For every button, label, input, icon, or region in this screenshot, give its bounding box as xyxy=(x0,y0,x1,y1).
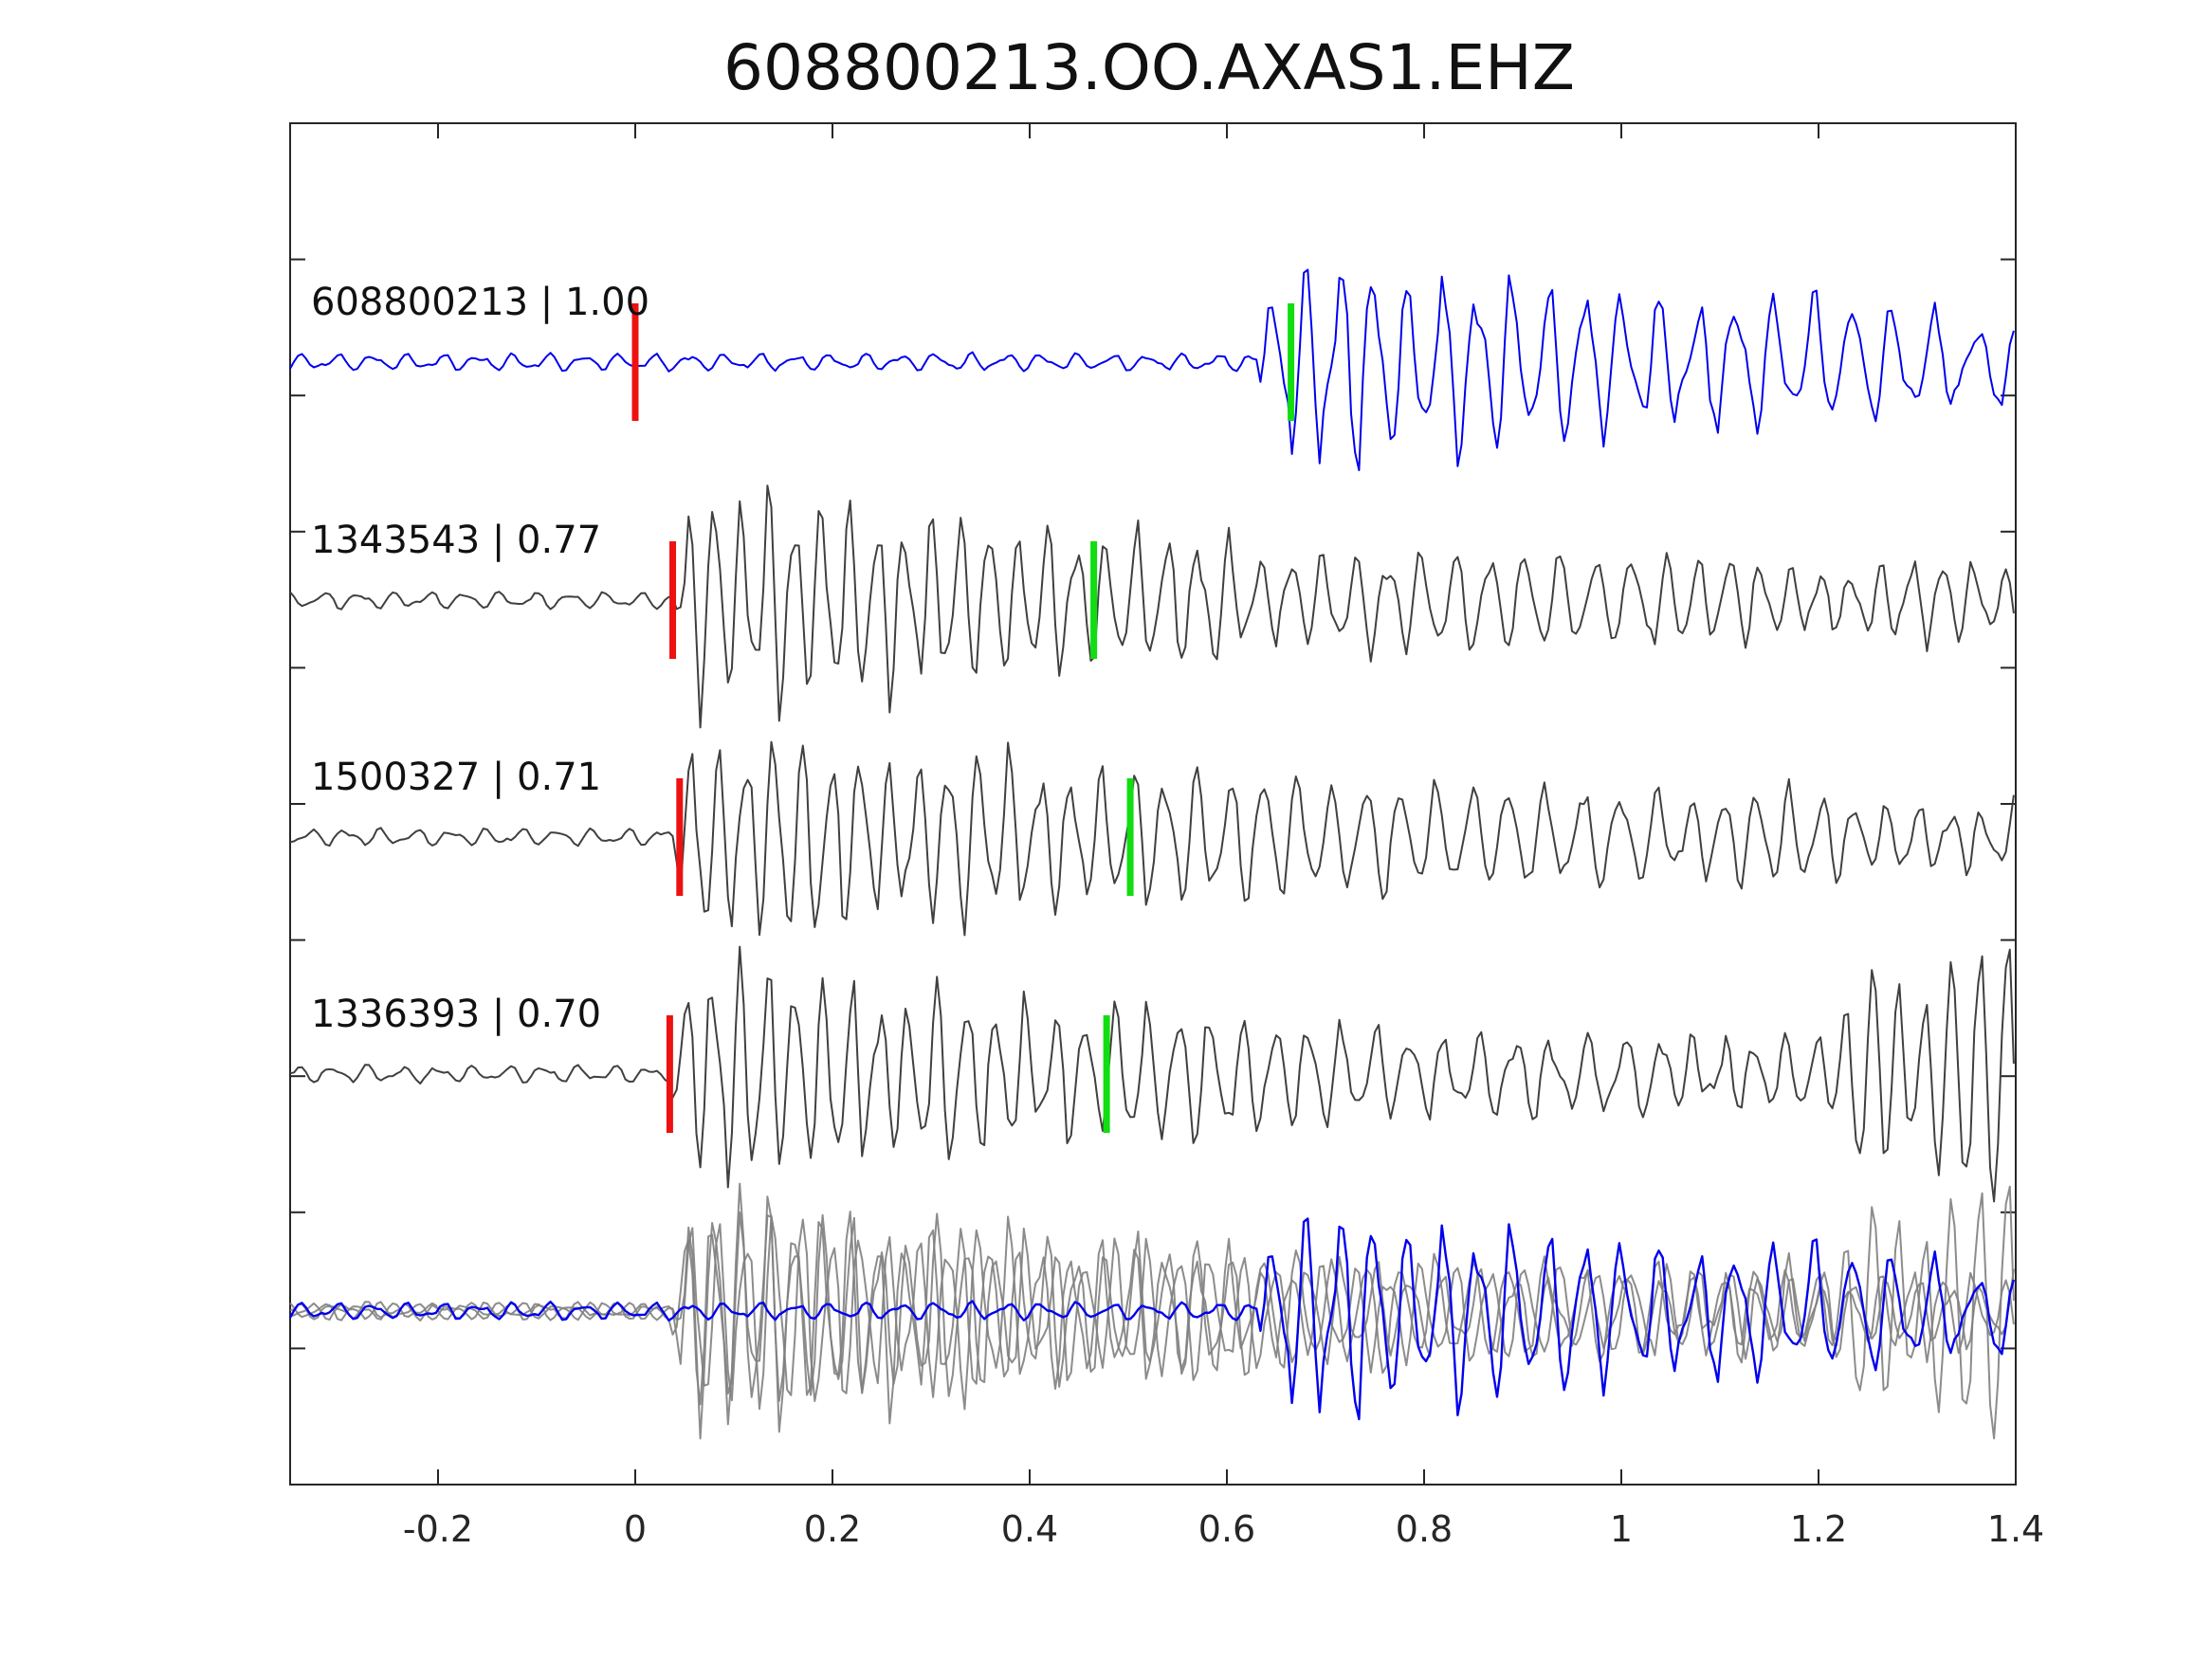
overlay-trace-2 xyxy=(289,1195,2015,1440)
waveform-trace-2 xyxy=(289,484,2015,729)
x-tick-label: 0 xyxy=(624,1508,647,1550)
waveform-trace-3 xyxy=(289,740,2015,937)
trace-label-2: 1343543 | 0.77 xyxy=(311,519,601,562)
waveform-trace-4 xyxy=(289,945,2015,1203)
x-tick-label: 0.8 xyxy=(1396,1508,1453,1550)
overlay-trace-4 xyxy=(289,1182,2015,1440)
waveform-traces xyxy=(289,268,2015,1203)
x-tick-label: 0.2 xyxy=(804,1508,861,1550)
x-tick-label: 1 xyxy=(1610,1508,1633,1550)
x-tick-label: -0.2 xyxy=(403,1508,473,1550)
waveform-trace-1 xyxy=(289,268,2015,471)
overlay-stack xyxy=(288,1182,2016,1440)
x-tick-label: 1.2 xyxy=(1790,1508,1847,1550)
trace-labels: 608800213 | 1.00 1343543 | 0.77 1500327 | … xyxy=(311,281,649,1036)
x-axis-ticks: -0.2 0 0.2 0.4 0.6 0.8 1 1.2 1.4 xyxy=(403,123,2044,1550)
trace-label-4: 1336393 | 0.70 xyxy=(311,993,601,1036)
x-tick-label: 0.6 xyxy=(1198,1508,1255,1550)
x-tick-label: 1.4 xyxy=(1987,1508,2044,1550)
overlay-trace-reference xyxy=(288,1217,2016,1421)
trace-label-3: 1500327 | 0.71 xyxy=(311,756,601,799)
phase-picks xyxy=(631,303,1295,1133)
chart-title: 608800213.OO.AXAS1.EHZ xyxy=(723,31,1575,104)
trace-label-1: 608800213 | 1.00 xyxy=(311,281,649,324)
overlay-trace-3 xyxy=(289,1214,2015,1411)
x-tick-label: 0.4 xyxy=(1001,1508,1058,1550)
